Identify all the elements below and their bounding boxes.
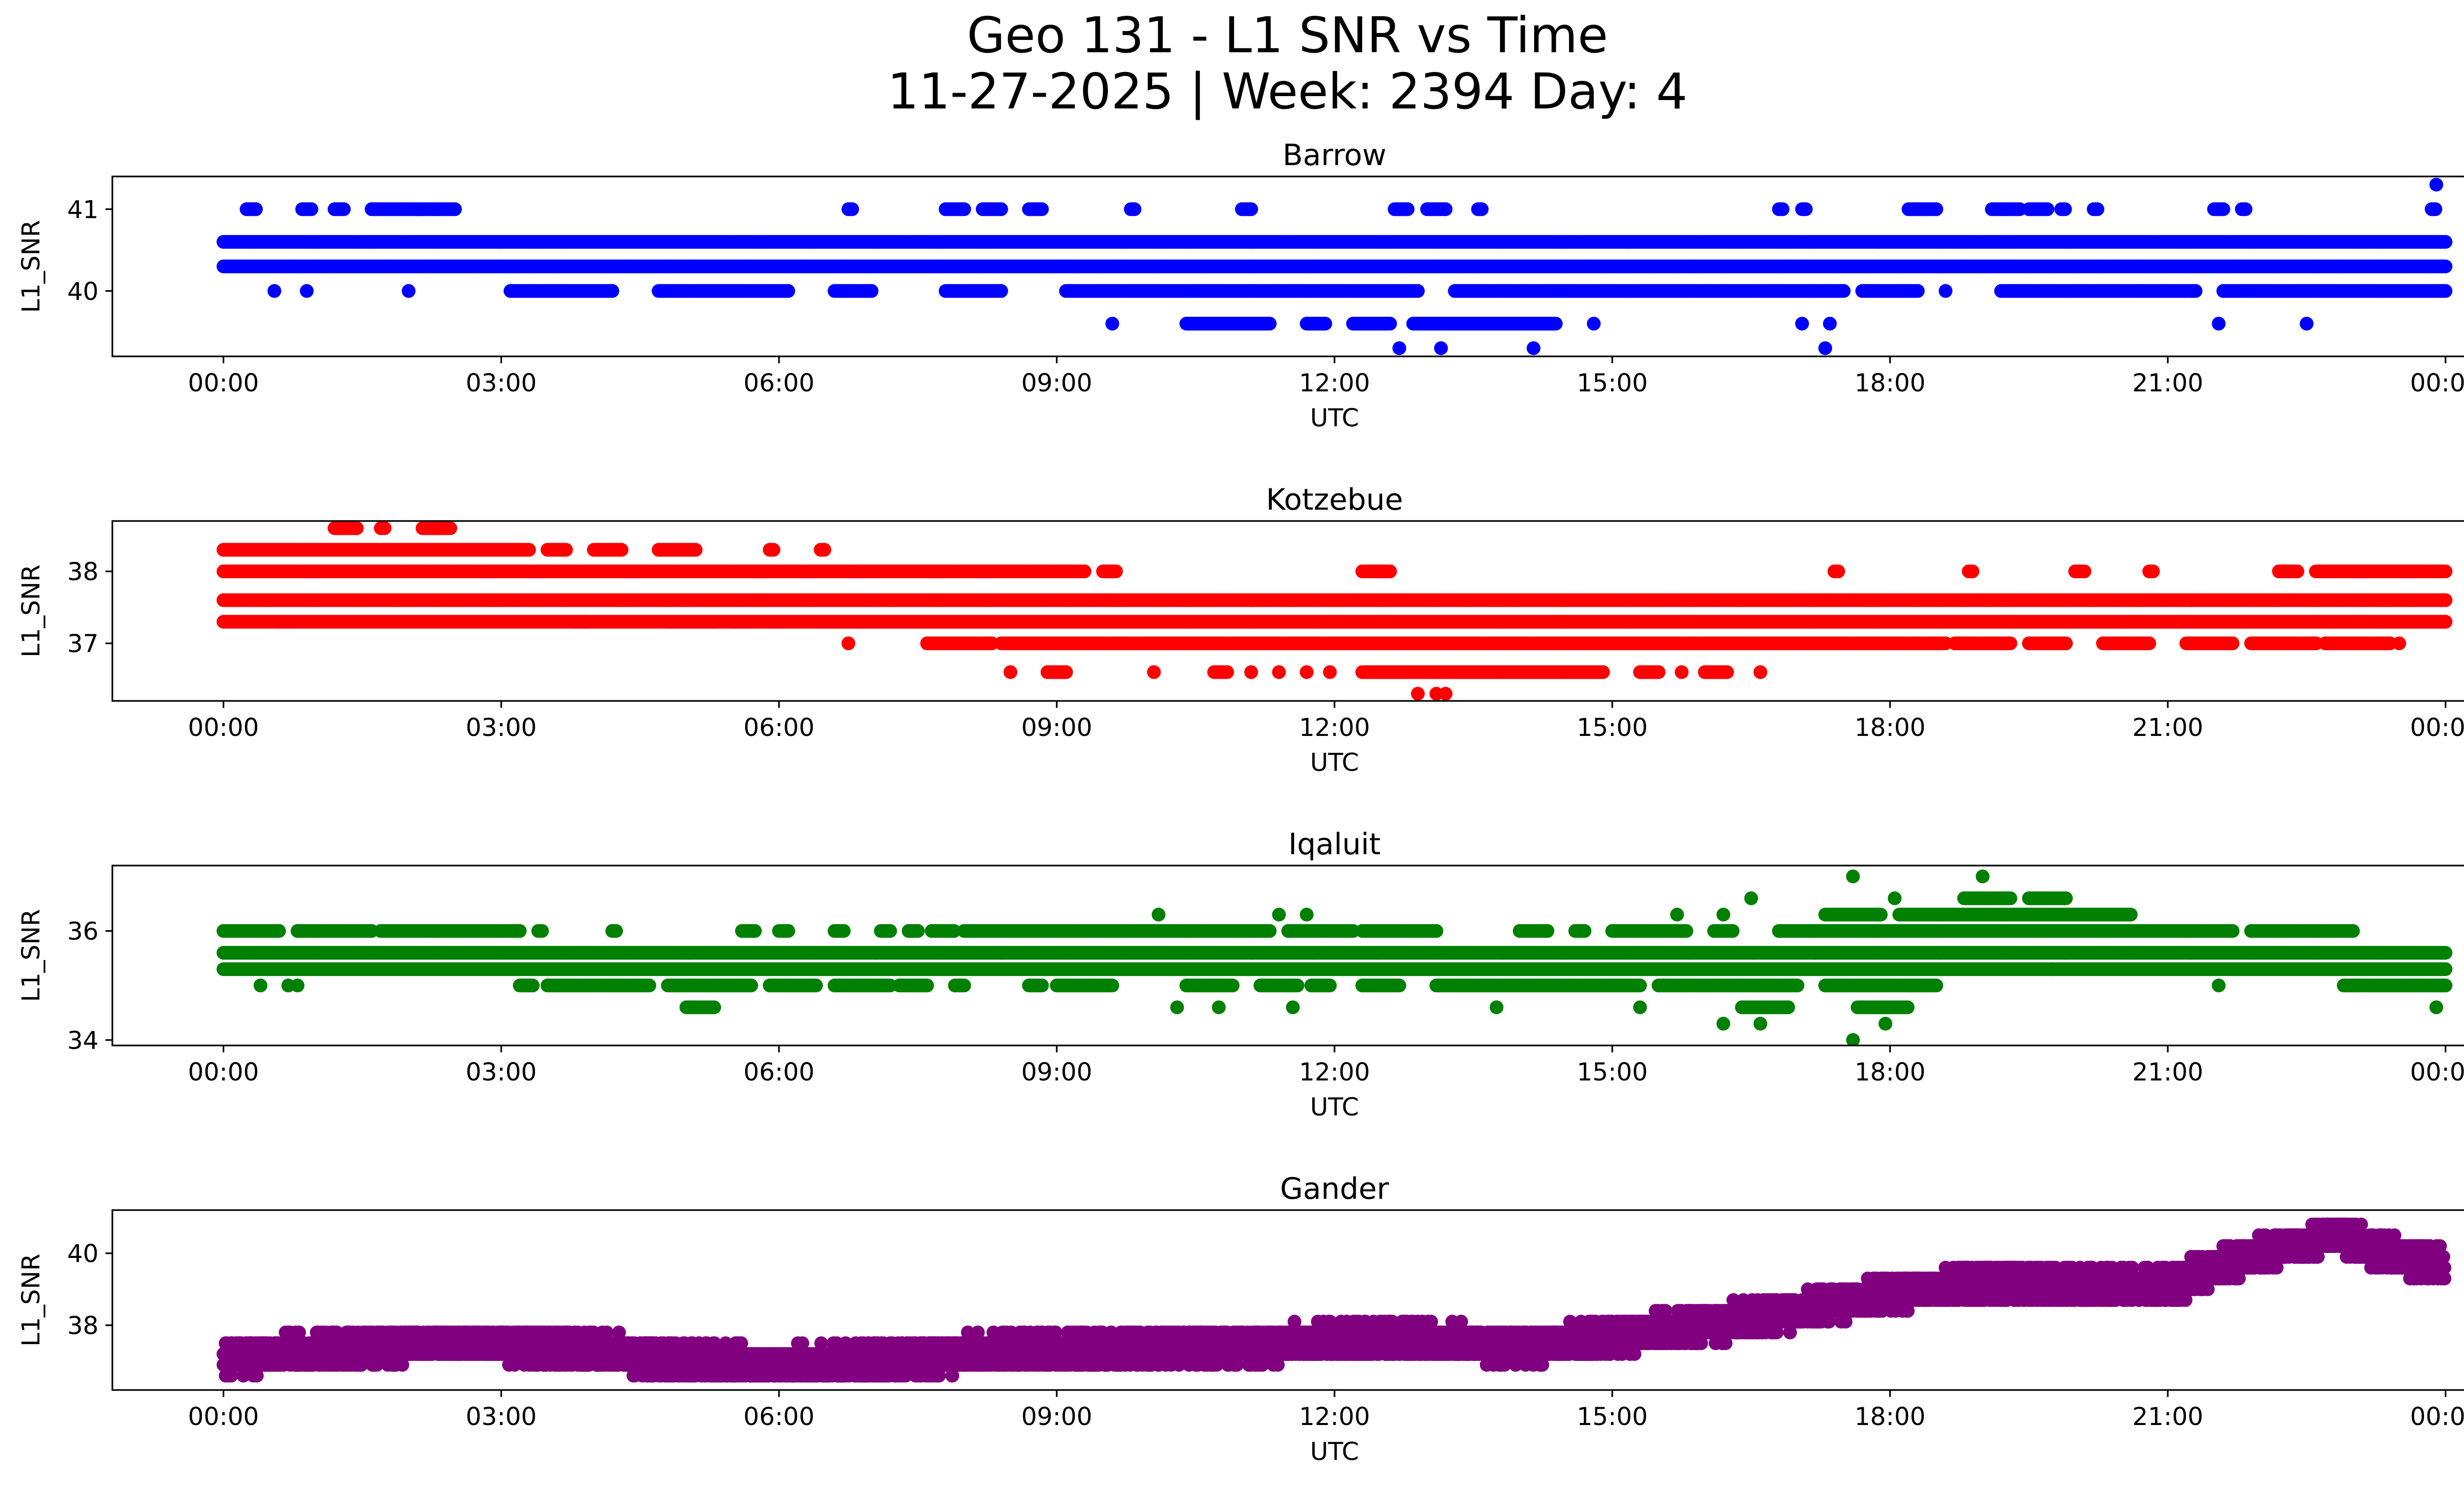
scatter-point (1474, 202, 1489, 216)
scatter-point (1318, 316, 1333, 331)
scatter-point (2438, 259, 2453, 274)
x-tick-label: 09:00 (1021, 369, 1092, 397)
x-axis-label: UTC (1310, 404, 1359, 432)
scatter-point (2189, 284, 2203, 298)
scatter-point (267, 284, 281, 298)
scatter-point (994, 202, 1008, 216)
x-tick-label: 00:00 (2410, 369, 2464, 397)
x-tick-label: 00:00 (188, 369, 259, 397)
y-axis-label: L1_SNR (17, 220, 45, 313)
scatter-point (1392, 341, 1406, 355)
scatter-point (845, 202, 859, 216)
chart-title-line-1: Geo 131 - L1 SNR vs Time (967, 6, 1608, 64)
scatter-series (216, 177, 2453, 355)
scatter-point (1549, 316, 1563, 331)
scatter-point (1837, 284, 1851, 298)
scatter-point (2429, 177, 2443, 192)
subplot-kotzebue: 00:00 03:00 06:00 09:00 12:00 15:00 18:00 21:00… (17, 483, 2464, 777)
scatter-point (2212, 316, 2226, 331)
x-tick-label: 06:00 (744, 369, 815, 397)
scatter-point (2438, 235, 2453, 249)
scatter-point (2058, 202, 2072, 216)
scatter-point (2238, 202, 2253, 216)
scatter-point (1035, 202, 1049, 216)
scatter-point (1911, 284, 1925, 298)
scatter-point (605, 284, 619, 298)
scatter-point (1105, 316, 1120, 331)
scatter-point (2040, 202, 2054, 216)
scatter-point (2428, 202, 2442, 216)
scatter-point (1823, 316, 1837, 331)
x-tick-label: 18:00 (1854, 369, 1925, 397)
scatter-point (1587, 316, 1601, 331)
scatter-point (1818, 341, 1832, 355)
scatter-point (1263, 316, 1277, 331)
subplot-barrow: 00:00 03:00 06:00 09:00 12:00 15:00 18:00 21:00… (17, 138, 2464, 432)
scatter-point (402, 284, 416, 298)
scatter-point (957, 202, 971, 216)
scatter-point (2299, 316, 2314, 331)
scatter-point (1939, 284, 1952, 298)
scatter-point (2438, 284, 2453, 298)
scatter-point (1438, 202, 1453, 216)
scatter-point (337, 202, 351, 216)
scatter-point (1526, 341, 1540, 355)
y-tick-label: 41 (67, 195, 99, 224)
scatter-point (448, 202, 462, 216)
scatter-point (2216, 202, 2230, 216)
scatter-point (1434, 341, 1448, 355)
chart-title-line-2: 11-27-2025 | Week: 2394 Day: 4 (887, 63, 1688, 120)
scatter-point (1244, 202, 1258, 216)
x-tick-label: 03:00 (466, 369, 537, 397)
scatter-point (994, 284, 1008, 298)
scatter-point (304, 202, 318, 216)
scatter-point (1929, 202, 1944, 216)
scatter-series (216, 521, 2453, 701)
x-tick-label: 12:00 (1299, 369, 1370, 397)
scatter-point (2090, 202, 2105, 216)
scatter-point (864, 284, 879, 298)
scatter-point (1383, 316, 1397, 331)
scatter-point (781, 284, 795, 298)
scatter-point (1411, 284, 1425, 298)
scatter-point (1128, 202, 1142, 216)
scatter-point (249, 202, 263, 216)
scatter-point (1776, 202, 1790, 216)
scatter-point (300, 284, 314, 298)
x-tick-label: 21:00 (2132, 369, 2203, 397)
y-tick-label: 40 (67, 277, 99, 306)
scatter-point (1799, 202, 1813, 216)
scatter-point (1401, 202, 1415, 216)
scatter-point (2438, 593, 2453, 607)
scatter-point (1795, 316, 1809, 331)
subplot-title: Barrow (1283, 138, 1387, 173)
x-tick-label: 15:00 (1577, 369, 1648, 397)
